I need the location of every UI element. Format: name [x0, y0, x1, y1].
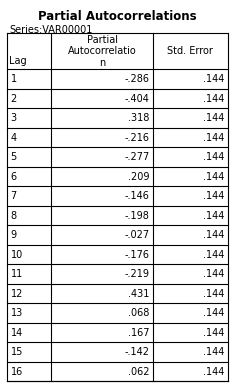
Text: -.286: -.286	[124, 74, 149, 84]
Text: 2: 2	[11, 94, 17, 104]
Text: -.176: -.176	[124, 250, 149, 260]
Text: 13: 13	[11, 308, 23, 318]
Text: Series:VAR00001: Series:VAR00001	[9, 25, 93, 35]
Text: -.027: -.027	[124, 230, 149, 240]
Text: -.198: -.198	[125, 211, 149, 221]
Text: 5: 5	[11, 152, 17, 162]
Text: .144: .144	[203, 347, 224, 357]
Text: .144: .144	[203, 191, 224, 201]
Text: -.277: -.277	[124, 152, 149, 162]
Text: .144: .144	[203, 74, 224, 84]
Text: .167: .167	[128, 328, 149, 338]
Text: .144: .144	[203, 269, 224, 279]
Text: 16: 16	[11, 367, 23, 377]
Text: .144: .144	[203, 211, 224, 221]
Text: .318: .318	[128, 113, 149, 123]
Text: .144: .144	[203, 367, 224, 377]
Text: 4: 4	[11, 133, 17, 143]
Text: 7: 7	[11, 191, 17, 201]
Text: -.219: -.219	[124, 269, 149, 279]
Text: 6: 6	[11, 172, 17, 182]
Text: 15: 15	[11, 347, 23, 357]
Text: 1: 1	[11, 74, 17, 84]
Text: .144: .144	[203, 172, 224, 182]
Text: 3: 3	[11, 113, 17, 123]
Text: Lag: Lag	[9, 56, 27, 66]
Text: .144: .144	[203, 328, 224, 338]
Text: .068: .068	[128, 308, 149, 318]
Text: .144: .144	[203, 113, 224, 123]
Text: .144: .144	[203, 152, 224, 162]
Text: 10: 10	[11, 250, 23, 260]
Text: Partial Autocorrelations: Partial Autocorrelations	[38, 10, 197, 23]
Text: -.146: -.146	[125, 191, 149, 201]
Text: -.142: -.142	[124, 347, 149, 357]
Text: .062: .062	[128, 367, 149, 377]
Text: Partial
Autocorrelatio
n: Partial Autocorrelatio n	[68, 34, 136, 68]
Text: 9: 9	[11, 230, 17, 240]
Text: .144: .144	[203, 94, 224, 104]
Text: Std. Error: Std. Error	[168, 46, 213, 56]
Text: .144: .144	[203, 308, 224, 318]
Text: .144: .144	[203, 289, 224, 299]
Text: .144: .144	[203, 230, 224, 240]
Text: .431: .431	[128, 289, 149, 299]
Text: 11: 11	[11, 269, 23, 279]
Text: 14: 14	[11, 328, 23, 338]
Text: 12: 12	[11, 289, 23, 299]
Text: .144: .144	[203, 250, 224, 260]
Text: .209: .209	[128, 172, 149, 182]
Text: .144: .144	[203, 133, 224, 143]
Text: 8: 8	[11, 211, 17, 221]
Text: -.216: -.216	[124, 133, 149, 143]
Text: -.404: -.404	[125, 94, 149, 104]
